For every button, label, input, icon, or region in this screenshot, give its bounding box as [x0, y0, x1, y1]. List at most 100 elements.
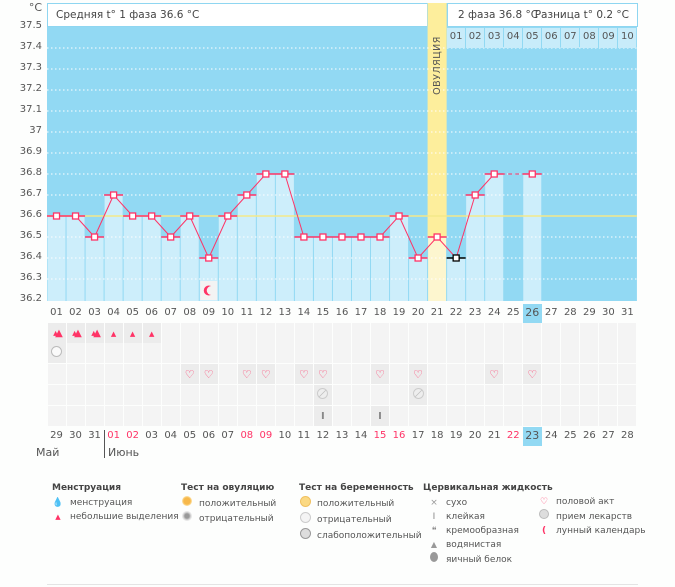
- event-cell: [409, 385, 428, 405]
- cycle-day-label: 06: [145, 307, 159, 318]
- y-tick-label: 36.5: [19, 230, 42, 241]
- phase2-average: 2 фаза 36.8 °C: [458, 9, 539, 21]
- grid-cell: [351, 385, 370, 405]
- temperature-bar: [47, 216, 66, 301]
- temperature-bar: [180, 216, 199, 301]
- heart-icon[interactable]: ♡: [241, 367, 252, 381]
- sticky-icon: I: [432, 512, 436, 522]
- calendar-date: 21: [487, 430, 501, 441]
- pregnancy-negative-icon: [299, 512, 311, 528]
- sticky-fluid-icon[interactable]: I: [378, 410, 382, 422]
- grid-cell: [466, 323, 485, 343]
- event-cell: ♡: [485, 364, 504, 384]
- cycle-day-label: 09: [202, 307, 216, 318]
- grid-cell: [294, 343, 313, 363]
- sticky-fluid-icon[interactable]: I: [321, 410, 325, 422]
- cycle-day-label: 17: [354, 307, 368, 318]
- pill-icon[interactable]: [412, 388, 424, 402]
- cycle-day-label: 04: [107, 307, 120, 318]
- grid-cell: [371, 323, 390, 343]
- grid-cell: [47, 364, 66, 384]
- temperature-point: [433, 233, 441, 241]
- grid-cell: [409, 406, 428, 426]
- grid-cell: [161, 406, 180, 426]
- light-spotting-icon[interactable]: ▲: [129, 329, 136, 338]
- grid-cell: [180, 343, 199, 363]
- cycle-day-label: 03: [88, 307, 101, 318]
- grid-cell: [275, 323, 294, 343]
- calendar-date: 13: [335, 430, 349, 441]
- calendar-date: 04: [164, 430, 178, 441]
- heart-icon[interactable]: ♡: [489, 367, 500, 381]
- grid-cell: [561, 323, 580, 343]
- phase2-day-label: 04: [504, 28, 523, 48]
- heart-icon[interactable]: ♡: [375, 367, 385, 381]
- grid-cell: [351, 406, 370, 426]
- light-spotting-icon[interactable]: ▲: [148, 329, 155, 338]
- calendar-date: 03: [145, 430, 159, 441]
- positive-test-icon: [181, 496, 193, 511]
- grid-cell: [142, 343, 161, 363]
- calendar-date: 19: [449, 430, 463, 441]
- heart-icon[interactable]: ♡: [203, 367, 214, 381]
- cycle-day-label: 19: [392, 307, 406, 318]
- grid-cell: [275, 364, 294, 384]
- grid-cell: [580, 323, 599, 343]
- cycle-day-label: 13: [278, 307, 292, 318]
- grid-cell: [561, 406, 580, 426]
- grid-cell: [218, 364, 237, 384]
- grid-cell: [180, 406, 199, 426]
- temperature-bar: [485, 174, 504, 301]
- heavy-menstruation-icon[interactable]: ▴▲: [53, 327, 63, 339]
- grid-cell: [409, 323, 428, 343]
- grid-cell: [47, 385, 66, 405]
- moon-icon-shadow: [206, 286, 216, 295]
- phase2-day-label: 05: [523, 28, 542, 48]
- temperature-point: [357, 233, 365, 241]
- temperature-bar: [161, 237, 180, 301]
- temperature-bar: [409, 258, 428, 301]
- grid-cell: [218, 343, 237, 363]
- event-cell: ♡: [523, 364, 542, 384]
- light-spotting-icon[interactable]: ▲: [110, 329, 117, 338]
- grid-cell: [390, 343, 409, 363]
- temperature-bar: [256, 174, 275, 301]
- heart-icon[interactable]: ♡: [413, 367, 423, 381]
- cycle-day-label: 27: [544, 307, 558, 318]
- grid-cell: [504, 364, 523, 384]
- calendar-date: 18: [430, 430, 444, 441]
- temperature-bar: [371, 237, 390, 301]
- heart-icon[interactable]: ♡: [298, 367, 309, 381]
- legend-item: положительный: [199, 498, 277, 509]
- grid-cell: [580, 406, 599, 426]
- phase1-text: Средняя t° 1 фаза 36.6 °C: [56, 9, 200, 21]
- pill-icon[interactable]: [317, 388, 329, 402]
- heart-icon[interactable]: ♡: [317, 367, 328, 381]
- event-cell: ▴▲: [85, 323, 104, 343]
- grid-cell: [504, 406, 523, 426]
- temperature-point: [490, 170, 498, 178]
- calendar-date: 05: [183, 430, 197, 441]
- pregnancy-test-negative-icon[interactable]: [51, 346, 62, 360]
- grid-cell: [142, 364, 161, 384]
- grid-cell: [104, 364, 123, 384]
- heavy-menstruation-icon[interactable]: ▴▲: [91, 327, 101, 339]
- grid-cell: [199, 343, 218, 363]
- heart-icon[interactable]: ♡: [184, 367, 195, 381]
- temperature-point: [109, 191, 118, 199]
- calendar-date: 11: [297, 430, 311, 441]
- heart-icon[interactable]: ♡: [260, 367, 271, 381]
- temperature-line: [398, 215, 419, 259]
- calendar-date: 06: [202, 430, 216, 441]
- grid-cell: [504, 323, 523, 343]
- heavy-menstruation-icon[interactable]: ▴▲: [72, 327, 82, 339]
- heart-icon[interactable]: ♡: [527, 367, 538, 381]
- calendar-date: 20: [468, 430, 482, 441]
- grid-cell: [123, 364, 142, 384]
- cycle-day-label: 30: [602, 307, 615, 318]
- pill-icon: [538, 509, 550, 524]
- cycle-day-label: 02: [69, 307, 82, 318]
- calendar-date: 25: [563, 430, 577, 441]
- pregnancy-positive-icon: [299, 496, 311, 512]
